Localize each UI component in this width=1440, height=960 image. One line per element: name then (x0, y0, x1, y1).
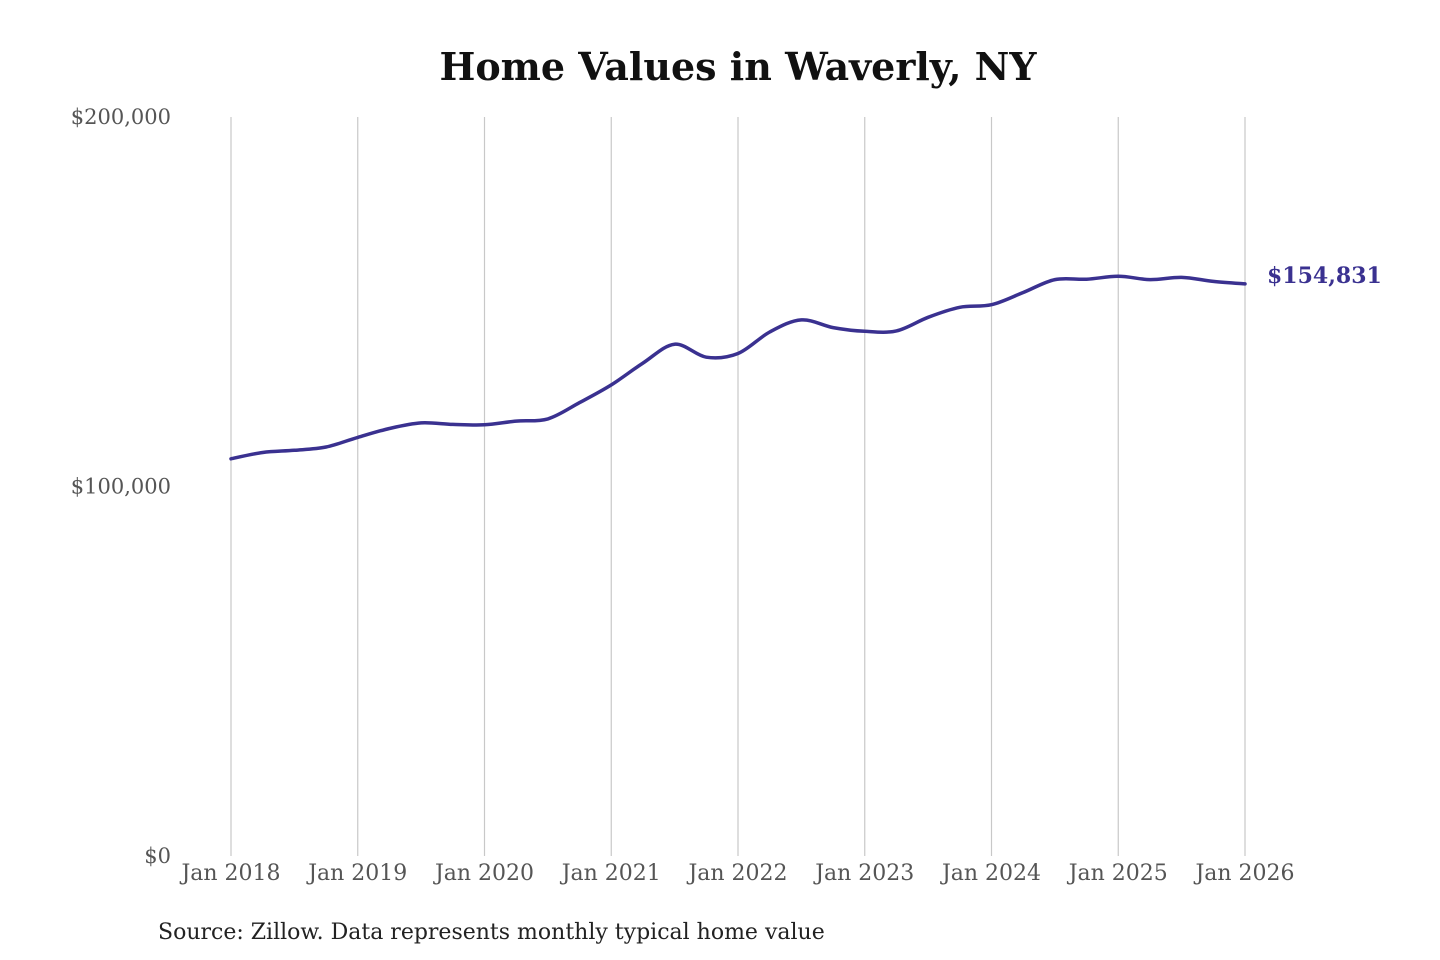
y-tick-label: $200,000 (71, 105, 171, 129)
chart-title: Home Values in Waverly, NY (439, 44, 1037, 89)
gridlines (230, 117, 1246, 856)
y-tick-label: $0 (144, 844, 171, 868)
y-axis-ticks: $0 $100,000 $200,000 (71, 105, 171, 868)
x-tick-label: Jan 2018 (179, 861, 280, 886)
x-tick-label: Jan 2019 (306, 861, 407, 886)
x-tick-label: Jan 2025 (1067, 861, 1168, 886)
x-tick-label: Jan 2022 (686, 861, 787, 886)
x-tick-label: Jan 2021 (560, 861, 661, 886)
y-tick-label: $100,000 (71, 475, 171, 499)
x-tick-label: Jan 2026 (1193, 861, 1294, 886)
x-tick-label: Jan 2024 (940, 861, 1041, 886)
x-tick-label: Jan 2023 (813, 861, 914, 886)
series-line-home-value (229, 274, 1247, 461)
end-value-label: $154,831 (1267, 263, 1382, 289)
x-axis-ticks: Jan 2018 Jan 2019 Jan 2020 Jan 2021 Jan 2022… (179, 861, 1294, 886)
source-note: Source: Zillow. Data represents monthly … (158, 920, 825, 945)
x-tick-label: Jan 2020 (433, 861, 534, 886)
